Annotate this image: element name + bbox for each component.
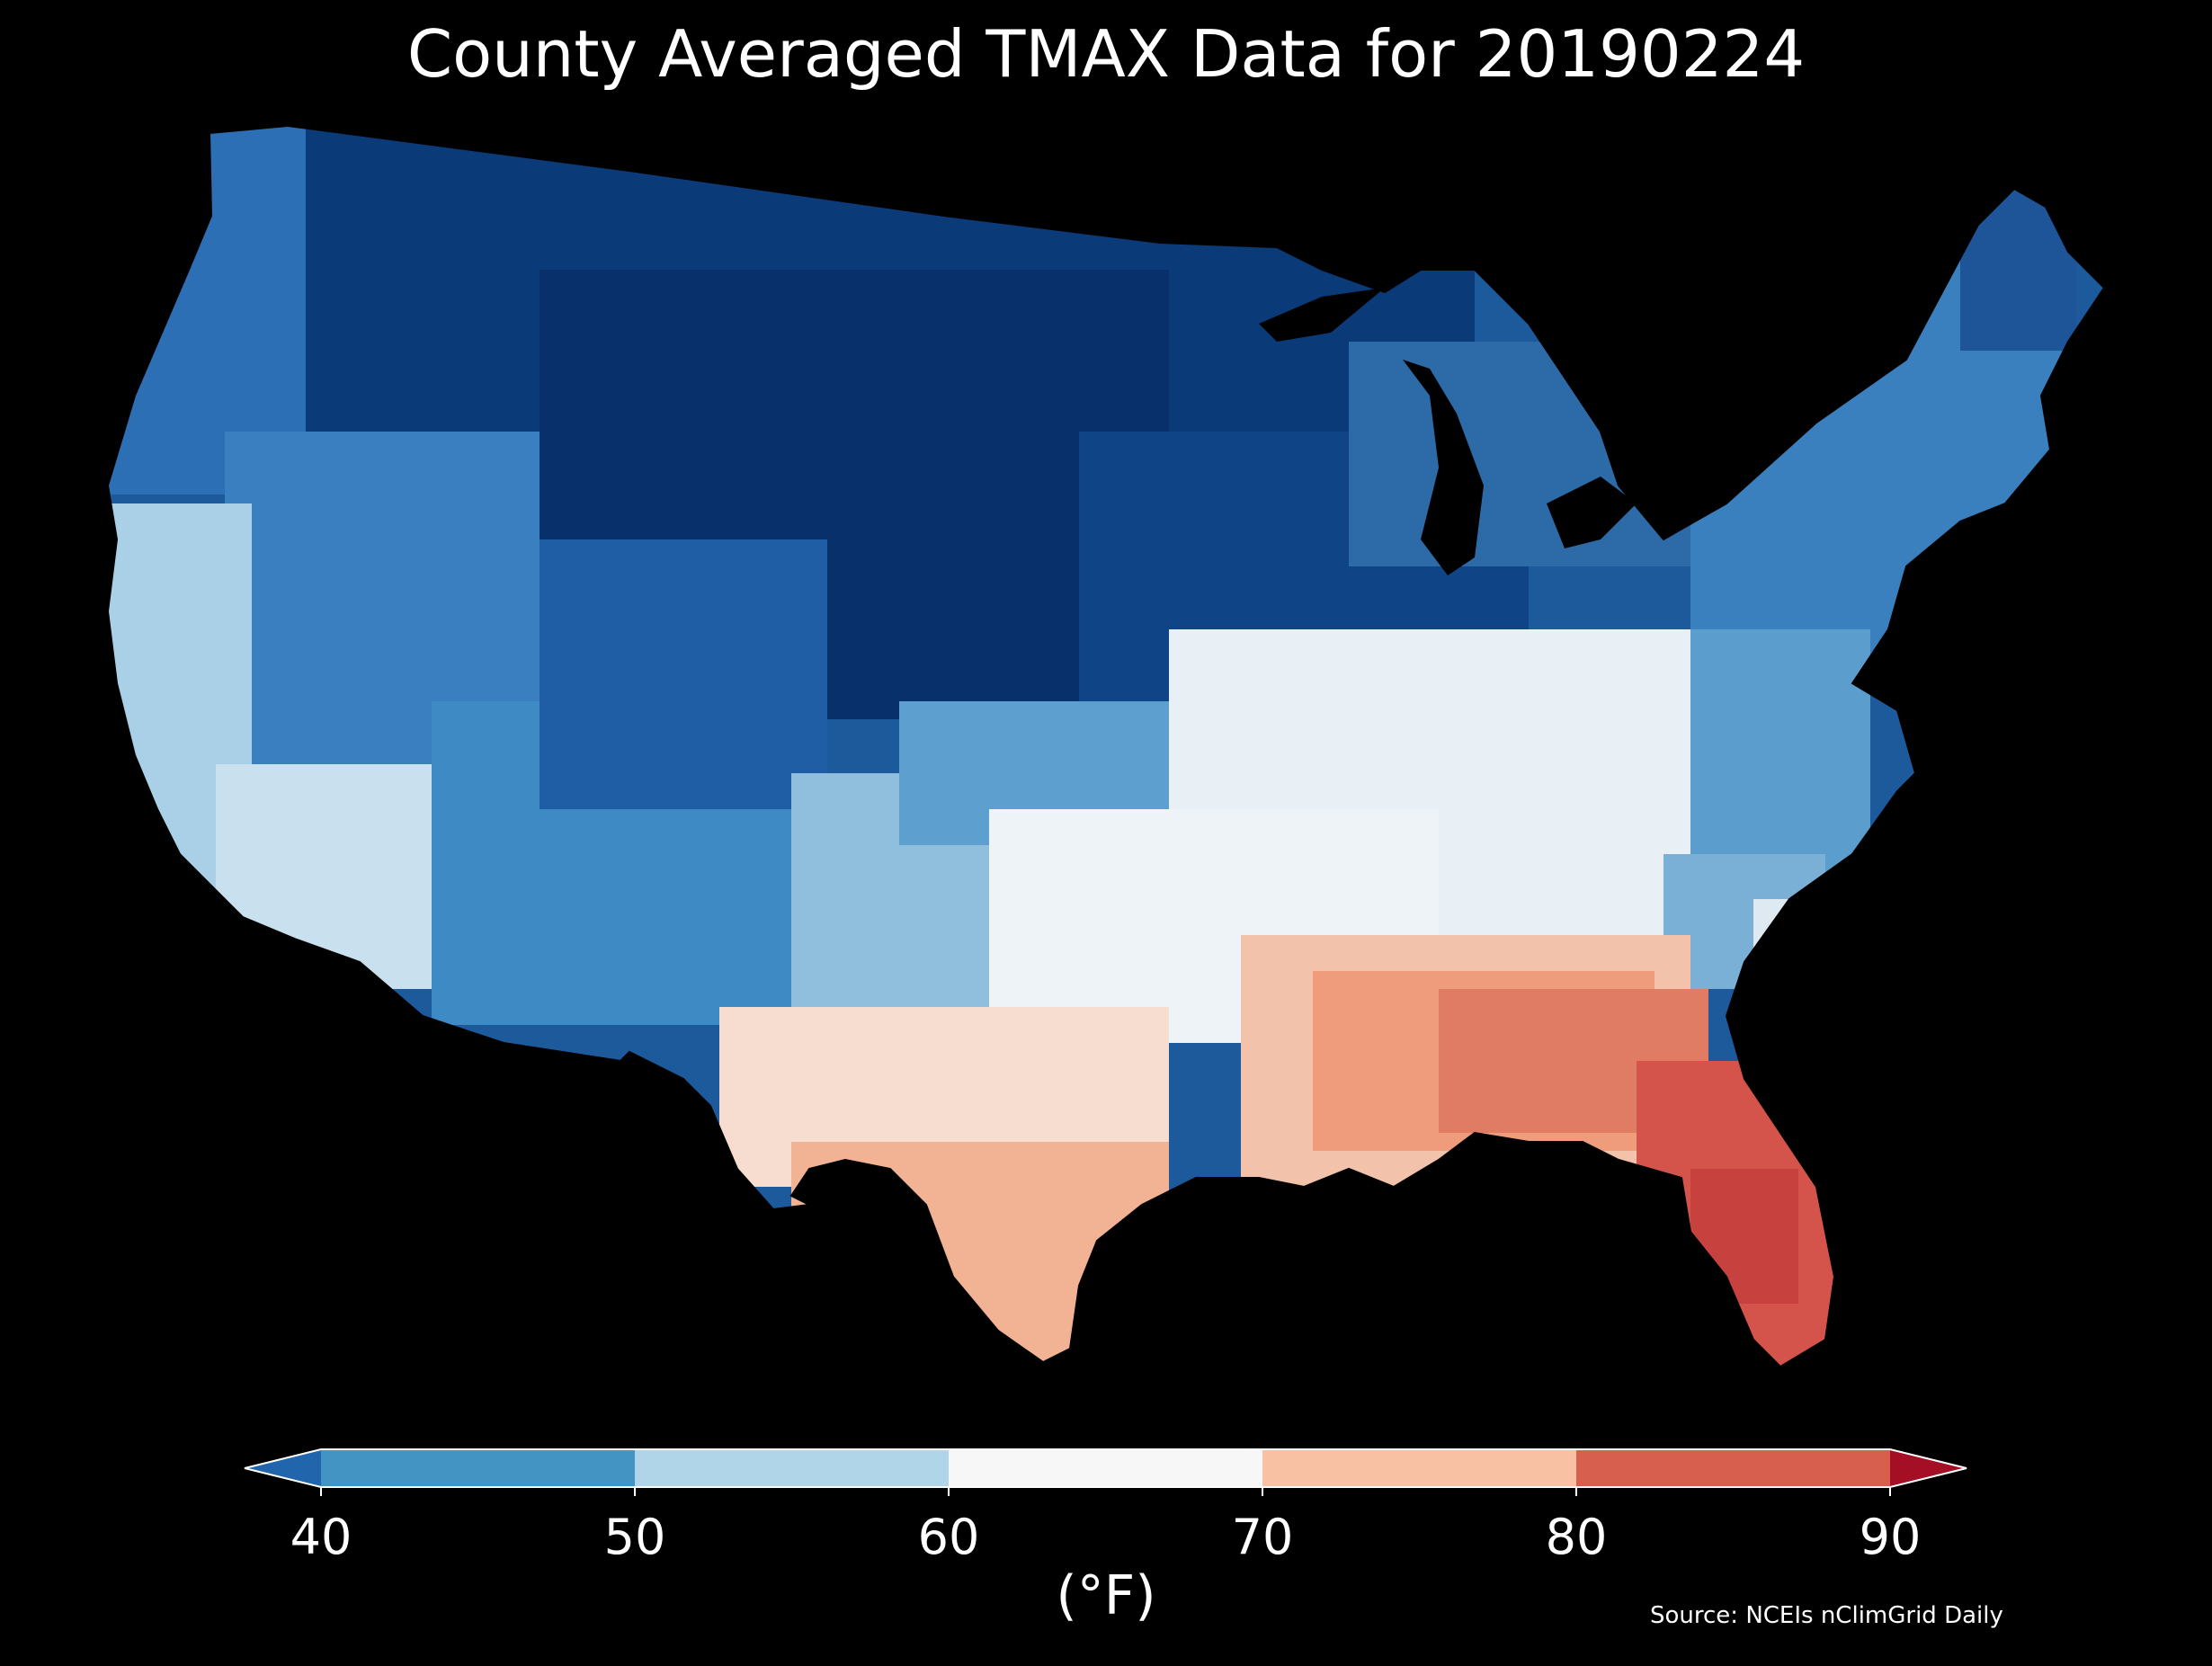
colorbar-extension-high [1890, 1449, 1967, 1487]
colorbar-unit-label: (°F) [1056, 1564, 1156, 1627]
colorbar-tick-label: 80 [1546, 1509, 1608, 1565]
colorbar-tick-label: 50 [604, 1509, 666, 1565]
map-title: County Averaged TMAX Data for 20190224 [406, 16, 1806, 92]
colorbar-tick-label: 90 [1860, 1509, 1922, 1565]
colorbar-bin [949, 1449, 1263, 1487]
colorbar-bin [1576, 1449, 1891, 1487]
colorbar-bin [1262, 1449, 1577, 1487]
colorbar-extension-low [245, 1449, 321, 1487]
source-note: Source: NCEIs nClimGrid Daily [1650, 1602, 2003, 1629]
colorbar-bin [635, 1449, 950, 1487]
us-county-map [107, 125, 2105, 1368]
colorbar-tick-label: 70 [1232, 1509, 1294, 1565]
colorbar-tick-label: 60 [918, 1509, 980, 1565]
colorbar-bin [321, 1449, 636, 1487]
colorbar-tick-label: 40 [290, 1509, 352, 1565]
